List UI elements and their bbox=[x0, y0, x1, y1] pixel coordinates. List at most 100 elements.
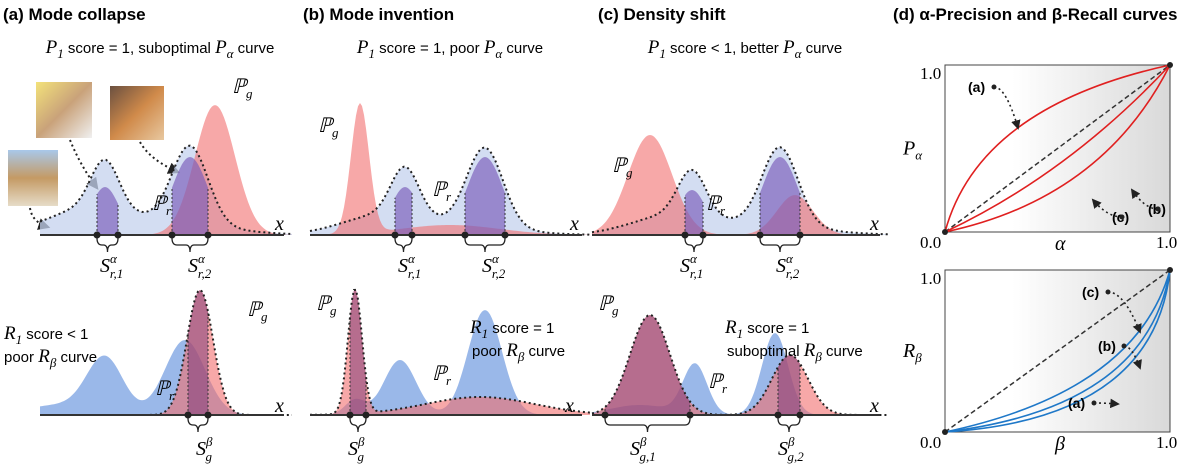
support-dot bbox=[205, 412, 212, 419]
tick-label: 0.0 bbox=[920, 433, 941, 452]
support-dot bbox=[409, 232, 416, 239]
axis-label: Pα bbox=[902, 138, 923, 163]
math-symbol: S bbox=[680, 255, 690, 277]
tick-label: 1.0 bbox=[920, 269, 941, 288]
math-symbol: x bbox=[274, 395, 284, 417]
math-symbol: P bbox=[214, 37, 227, 58]
text-run: poor bbox=[472, 343, 506, 360]
math-symbol: R bbox=[469, 317, 482, 338]
subscript: β bbox=[914, 350, 922, 365]
math-symbol: R bbox=[37, 346, 50, 367]
subscript: g,1 bbox=[639, 449, 655, 464]
math-symbol: P bbox=[45, 37, 58, 58]
corner-dot bbox=[1167, 267, 1173, 273]
support-dot bbox=[115, 232, 122, 239]
subscript: g bbox=[357, 449, 364, 464]
subscript: r,2 bbox=[198, 266, 212, 281]
panel-title: (d) α-Precision and β-Recall curves bbox=[893, 5, 1177, 24]
subscript: r,1 bbox=[690, 266, 703, 281]
math-label: ℙg bbox=[598, 293, 619, 318]
support-dot bbox=[502, 232, 509, 239]
math-symbol: R bbox=[724, 317, 737, 338]
support-dot bbox=[797, 232, 804, 239]
brace bbox=[395, 238, 412, 252]
panel-title: (b) Mode invention bbox=[303, 5, 454, 24]
brace bbox=[465, 238, 505, 252]
math-label: Sαr,1 bbox=[680, 251, 703, 281]
subscript: r bbox=[720, 203, 726, 218]
math-symbol: x bbox=[569, 213, 579, 235]
caption: R1 score = 1 bbox=[724, 317, 809, 341]
tick-label: 1.0 bbox=[1156, 233, 1177, 252]
corner-dot bbox=[1167, 62, 1173, 68]
text-run: suboptimal bbox=[727, 343, 804, 360]
text-run: score = 1, suboptimal bbox=[64, 40, 215, 57]
math-symbol: P bbox=[647, 37, 660, 58]
subscript: r bbox=[446, 189, 452, 204]
math-label: x bbox=[564, 395, 574, 417]
math-symbol: x bbox=[274, 213, 284, 235]
math-label: ℙg bbox=[316, 293, 337, 318]
support-dot bbox=[392, 232, 399, 239]
text-run: curve bbox=[502, 40, 543, 57]
math-label: x bbox=[274, 213, 284, 235]
annotation: (b) bbox=[1098, 338, 1116, 354]
text-run: curve bbox=[524, 343, 565, 360]
math-label: x bbox=[569, 213, 579, 235]
math-label: Sαr,2 bbox=[188, 251, 212, 281]
corner-dot bbox=[942, 229, 948, 235]
math-label: ℙg bbox=[247, 299, 268, 324]
caption: poor Rβ curve bbox=[4, 346, 97, 370]
brace bbox=[685, 238, 703, 252]
support-dot bbox=[205, 232, 212, 239]
text-run: score < 1 bbox=[22, 326, 88, 343]
support-dot bbox=[347, 412, 354, 419]
math-label: Sαr,1 bbox=[100, 251, 123, 281]
caption: P1 score < 1, better Pα curve bbox=[647, 37, 843, 61]
brace bbox=[760, 238, 800, 252]
math-label: x bbox=[274, 395, 284, 417]
subscript: g bbox=[332, 125, 339, 140]
subscript: g bbox=[612, 303, 619, 318]
superscript: β bbox=[787, 434, 795, 449]
subscript: r,1 bbox=[408, 266, 421, 281]
support-dot bbox=[775, 412, 782, 419]
caption: R1 score < 1 bbox=[3, 323, 88, 347]
math-symbol: β bbox=[1054, 433, 1065, 455]
text-run: score < 1, better bbox=[666, 40, 783, 57]
math-label: ℙr bbox=[432, 363, 452, 388]
subscript: g bbox=[261, 309, 268, 324]
math-symbol: S bbox=[398, 255, 408, 277]
corner-dot bbox=[942, 429, 948, 435]
math-symbol: S bbox=[482, 255, 492, 277]
math-label: Sαr,2 bbox=[776, 251, 800, 281]
text-run: curve bbox=[56, 349, 97, 366]
math-label: ℙg bbox=[612, 155, 633, 180]
text-run: curve bbox=[234, 40, 275, 57]
text-run: poor bbox=[4, 349, 38, 366]
tick-label: 0.0 bbox=[920, 233, 941, 252]
superscript: β bbox=[357, 434, 365, 449]
math-symbol: S bbox=[776, 255, 786, 277]
subscript: r bbox=[446, 373, 452, 388]
text-run: score = 1 bbox=[743, 320, 809, 337]
tick-label: 1.0 bbox=[1156, 433, 1177, 452]
superscript: β bbox=[205, 434, 213, 449]
math-label: x bbox=[869, 213, 879, 235]
subscript: g bbox=[626, 165, 633, 180]
brace bbox=[97, 238, 118, 252]
math-symbol: S bbox=[100, 255, 110, 277]
support-dot bbox=[185, 412, 192, 419]
support-dot bbox=[682, 232, 689, 239]
support-dot bbox=[363, 412, 370, 419]
figure: (a) Mode collapseℙgℙrxSαr,1Sαr,2P1 score… bbox=[0, 0, 1198, 472]
subscript: g bbox=[205, 449, 212, 464]
superscript: α bbox=[492, 251, 500, 266]
panel-title: (a) Mode collapse bbox=[3, 5, 146, 24]
support-dot bbox=[700, 232, 707, 239]
math-symbol: α bbox=[1055, 233, 1066, 255]
math-symbol: P bbox=[782, 37, 795, 58]
